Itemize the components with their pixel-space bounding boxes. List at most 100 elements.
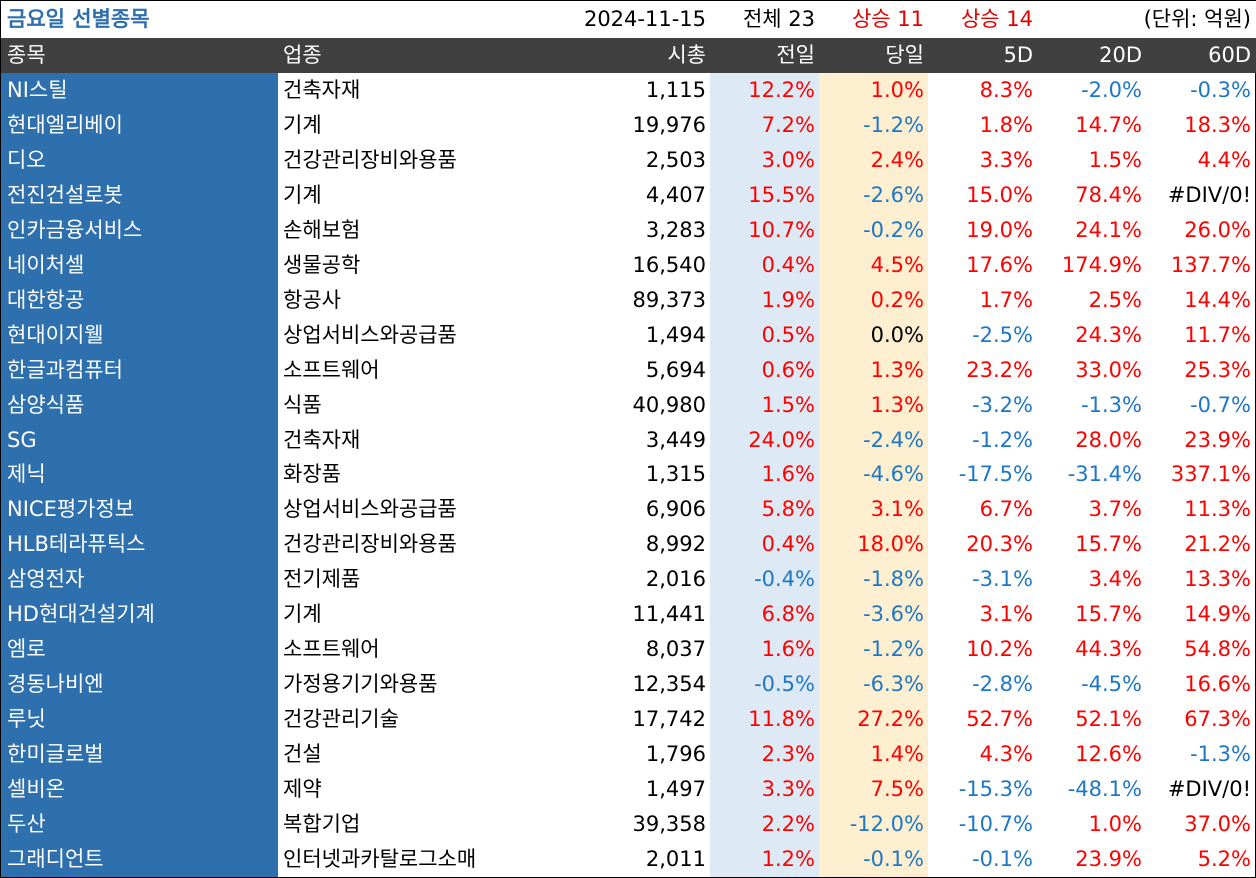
sector-cell[interactable]: 생물공학 — [283, 252, 361, 277]
table-row[interactable]: NICE평가정보 상업서비스와공급품 6,906 5.8% 3.1% 6.7% 3.7% 11… — [1, 492, 1256, 528]
table-row[interactable]: 삼양식품 식품 40,980 1.5% 1.3% -3.2% -1.3% -0.7% — [1, 387, 1256, 423]
change-5d-cell[interactable]: 17.6% — [966, 252, 1033, 277]
stock-name-cell[interactable]: 네이처셀 — [1, 247, 278, 283]
header-today[interactable]: 당일 — [819, 38, 928, 73]
stock-name-cell[interactable]: 두산 — [1, 806, 278, 842]
change-60d-cell[interactable]: 14.4% — [1184, 287, 1251, 312]
table-row[interactable]: 전진건설로봇 기계 4,407 15.5% -2.6% 15.0% 78.4% #DIV/0! — [1, 177, 1256, 213]
prev-day-change-cell[interactable]: 15.5% — [710, 177, 819, 213]
table-row[interactable]: 경동나비엔 가정용기기와용품 12,354 -0.5% -6.3% -2.8% -4.5% 1… — [1, 667, 1256, 703]
sector-cell[interactable]: 복합기업 — [283, 811, 361, 836]
prev-day-change-cell[interactable]: 1.2% — [710, 841, 819, 877]
today-change-cell[interactable]: -0.1% — [819, 841, 928, 877]
prev-day-change-cell[interactable]: 1.6% — [710, 632, 819, 668]
table-row[interactable]: 한미글로벌 건설 1,796 2.3% 1.4% 4.3% 12.6% -1.3% — [1, 737, 1256, 773]
change-5d-cell[interactable]: 3.1% — [979, 602, 1033, 627]
stock-name-cell[interactable]: 인카금융서비스 — [1, 212, 278, 248]
header-prev-day[interactable]: 전일 — [710, 38, 819, 73]
today-change-cell[interactable]: 3.1% — [819, 492, 928, 528]
market-cap-cell[interactable]: 2,503 — [645, 147, 706, 172]
change-60d-cell[interactable]: 25.3% — [1184, 357, 1251, 382]
sector-cell[interactable]: 손해보험 — [283, 217, 361, 242]
today-change-cell[interactable]: -4.6% — [819, 457, 928, 493]
change-60d-cell[interactable]: -1.3% — [1190, 742, 1251, 767]
table-row[interactable]: 디오 건강관리장비와용품 2,503 3.0% 2.4% 3.3% 1.5% 4.4% — [1, 142, 1256, 178]
change-60d-cell[interactable]: 14.9% — [1184, 602, 1251, 627]
today-change-cell[interactable]: 1.3% — [819, 387, 928, 423]
change-20d-cell[interactable]: 33.0% — [1075, 357, 1142, 382]
market-cap-cell[interactable]: 5,694 — [645, 357, 706, 382]
sector-cell[interactable]: 식품 — [283, 392, 322, 417]
today-change-cell[interactable]: 1.4% — [819, 737, 928, 773]
sector-cell[interactable]: 전기제품 — [283, 567, 361, 592]
stock-name-cell[interactable]: 제닉 — [1, 457, 278, 493]
header-20d[interactable]: 20D — [1037, 38, 1146, 73]
change-5d-cell[interactable]: -3.1% — [972, 567, 1033, 592]
change-20d-cell[interactable]: 44.3% — [1075, 637, 1142, 662]
change-5d-cell[interactable]: 20.3% — [966, 532, 1033, 557]
header-sector[interactable]: 업종 — [278, 38, 488, 73]
stock-name-cell[interactable]: 현대엘리베이 — [1, 107, 278, 143]
change-20d-cell[interactable]: 78.4% — [1075, 182, 1142, 207]
change-5d-cell[interactable]: -2.5% — [972, 322, 1033, 347]
table-row[interactable]: 현대이지웰 상업서비스와공급품 1,494 0.5% 0.0% -2.5% 24.3% 11.… — [1, 317, 1256, 353]
table-row[interactable]: 엠로 소프트웨어 8,037 1.6% -1.2% 10.2% 44.3% 54.8% — [1, 632, 1256, 668]
prev-day-change-cell[interactable]: 2.2% — [710, 806, 819, 842]
stock-name-cell[interactable]: 루닛 — [1, 702, 278, 738]
prev-day-change-cell[interactable]: 0.6% — [710, 352, 819, 388]
today-change-cell[interactable]: -1.2% — [819, 632, 928, 668]
market-cap-cell[interactable]: 17,742 — [632, 707, 706, 732]
change-5d-cell[interactable]: 1.8% — [979, 112, 1033, 137]
prev-day-change-cell[interactable]: 1.5% — [710, 387, 819, 423]
change-20d-cell[interactable]: 3.4% — [1088, 567, 1142, 592]
sector-cell[interactable]: 인터넷과카탈로그소매 — [283, 846, 477, 871]
market-cap-cell[interactable]: 12,354 — [632, 672, 706, 697]
stock-name-cell[interactable]: 디오 — [1, 142, 278, 178]
change-60d-cell[interactable]: 137.7% — [1170, 252, 1251, 277]
change-60d-cell[interactable]: 11.7% — [1184, 322, 1251, 347]
change-20d-cell[interactable]: 15.7% — [1075, 532, 1142, 557]
change-60d-cell[interactable]: 13.3% — [1184, 567, 1251, 592]
change-60d-cell[interactable]: 5.2% — [1197, 846, 1251, 871]
sector-cell[interactable]: 항공사 — [283, 287, 341, 312]
stock-name-cell[interactable]: 경동나비엔 — [1, 667, 278, 703]
market-cap-cell[interactable]: 11,441 — [632, 602, 706, 627]
today-change-cell[interactable]: -12.0% — [819, 806, 928, 842]
change-60d-cell[interactable]: 26.0% — [1184, 217, 1251, 242]
change-20d-cell[interactable]: 15.7% — [1075, 602, 1142, 627]
prev-day-change-cell[interactable]: 0.5% — [710, 317, 819, 353]
change-5d-cell[interactable]: -17.5% — [958, 462, 1033, 487]
header-60d[interactable]: 60D — [1146, 38, 1256, 73]
stock-name-cell[interactable]: 대한항공 — [1, 282, 278, 318]
today-change-cell[interactable]: 1.3% — [819, 352, 928, 388]
table-row[interactable]: 두산 복합기업 39,358 2.2% -12.0% -10.7% 1.0% 37.0% — [1, 806, 1256, 842]
table-row[interactable]: 네이처셀 생물공학 16,540 0.4% 4.5% 17.6% 174.9% 137.7% — [1, 247, 1256, 283]
change-5d-cell[interactable]: 15.0% — [966, 182, 1033, 207]
table-row[interactable]: HD현대건설기계 기계 11,441 6.8% -3.6% 3.1% 15.7% 14.9% — [1, 597, 1256, 633]
sector-cell[interactable]: 건축자재 — [283, 427, 361, 452]
today-change-cell[interactable]: -6.3% — [819, 667, 928, 703]
change-60d-cell[interactable]: 11.3% — [1184, 497, 1251, 522]
today-change-cell[interactable]: 1.0% — [819, 73, 928, 108]
prev-day-change-cell[interactable]: 2.3% — [710, 737, 819, 773]
table-row[interactable]: 루닛 건강관리기술 17,742 11.8% 27.2% 52.7% 52.1% 67.3% — [1, 702, 1256, 738]
today-change-cell[interactable]: -3.6% — [819, 597, 928, 633]
prev-day-change-cell[interactable]: 3.3% — [710, 772, 819, 807]
table-row[interactable]: 삼영전자 전기제품 2,016 -0.4% -1.8% -3.1% 3.4% 13.3% — [1, 562, 1256, 598]
sector-cell[interactable]: 건강관리장비와용품 — [283, 147, 457, 172]
market-cap-cell[interactable]: 16,540 — [632, 252, 706, 277]
sector-cell[interactable]: 기계 — [283, 112, 322, 137]
change-20d-cell[interactable]: -31.4% — [1067, 462, 1142, 487]
change-60d-cell[interactable]: 4.4% — [1197, 147, 1251, 172]
change-5d-cell[interactable]: 8.3% — [979, 78, 1033, 102]
prev-day-change-cell[interactable]: 6.8% — [710, 597, 819, 633]
change-60d-cell[interactable]: 18.3% — [1184, 112, 1251, 137]
stock-name-cell[interactable]: 전진건설로봇 — [1, 177, 278, 213]
stock-name-cell[interactable]: 삼영전자 — [1, 562, 278, 598]
market-cap-cell[interactable]: 40,980 — [632, 392, 706, 417]
change-60d-cell[interactable]: 16.6% — [1184, 672, 1251, 697]
change-60d-cell[interactable]: #DIV/0! — [1167, 182, 1251, 207]
prev-day-change-cell[interactable]: 5.8% — [710, 492, 819, 528]
stock-name-cell[interactable]: HLB테라퓨틱스 — [1, 527, 278, 563]
change-20d-cell[interactable]: 2.5% — [1088, 287, 1142, 312]
